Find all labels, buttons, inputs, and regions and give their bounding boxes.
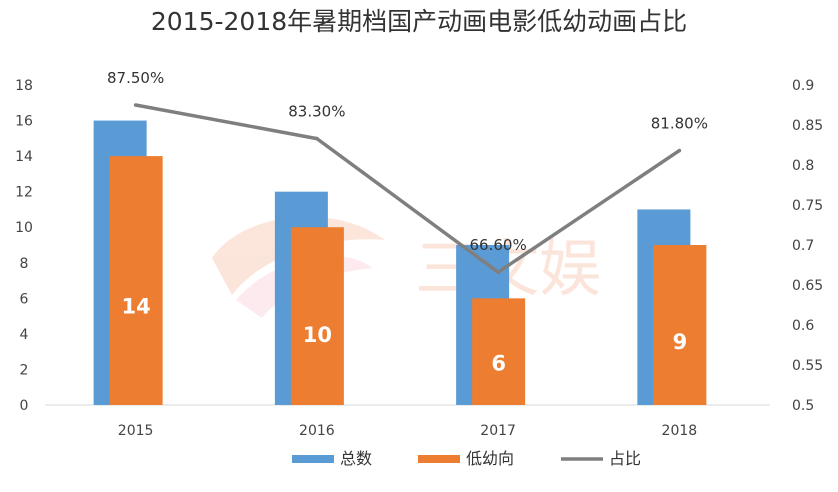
bar-preschool — [290, 227, 344, 405]
bar-value-label: 9 — [673, 330, 688, 354]
x-tick-label: 2015 — [118, 423, 154, 439]
left-tick-label: 18 — [15, 78, 33, 94]
right-tick-label: 0.85 — [792, 118, 823, 134]
ratio-point — [133, 103, 138, 107]
chart-title: 2015-2018年暑期档国产动画电影低幼动画占比 — [151, 7, 687, 36]
ratio-point — [315, 136, 319, 141]
ratio-value-label: 83.30% — [288, 103, 345, 121]
watermark-logo: 三文娱 — [212, 216, 601, 318]
bar-value-label: 6 — [491, 351, 506, 375]
left-tick-label: 10 — [15, 220, 33, 236]
bar-preschool — [109, 156, 163, 405]
left-tick-label: 6 — [20, 291, 29, 307]
left-tick-label: 4 — [20, 327, 29, 343]
x-tick-label: 2016 — [299, 423, 335, 439]
bar-value-label: 10 — [303, 323, 332, 347]
x-tick-label: 2017 — [480, 423, 516, 439]
right-tick-label: 0.75 — [792, 198, 823, 214]
ratio-point — [496, 270, 500, 275]
bars — [93, 120, 707, 406]
legend-swatch — [418, 455, 460, 463]
legend-label: 占比 — [609, 449, 641, 468]
right-tick-label: 0.5 — [792, 398, 814, 414]
left-tick-label: 16 — [15, 114, 33, 130]
left-tick-label: 0 — [20, 398, 29, 414]
right-tick-label: 0.65 — [792, 278, 823, 294]
ratio-value-labels: 87.50% 83.30% 66.60% 81.80% — [107, 69, 708, 254]
bar-value-label: 14 — [122, 294, 151, 318]
right-tick-label: 0.55 — [792, 358, 823, 374]
ratio-value-label: 81.80% — [651, 115, 708, 133]
ratio-value-label: 87.50% — [107, 69, 164, 87]
right-tick-label: 0.9 — [792, 78, 814, 94]
bar-value-labels: 14 10 6 9 — [122, 294, 688, 375]
bar-preschool — [653, 245, 707, 405]
legend-swatch — [292, 455, 334, 463]
ratio-line-series — [133, 103, 682, 275]
left-tick-label: 8 — [20, 256, 29, 272]
left-tick-label: 2 — [20, 362, 29, 378]
ratio-line — [135, 103, 681, 274]
x-tick-label: 2018 — [662, 423, 698, 439]
legend: 总数 低幼向 占比 — [292, 449, 641, 468]
right-tick-label: 0.8 — [792, 158, 814, 174]
ratio-value-label: 66.60% — [470, 236, 527, 254]
left-axis-ticks: 0 2 4 6 8 10 12 14 16 18 — [15, 78, 33, 414]
legend-label: 低幼向 — [466, 449, 514, 468]
left-tick-label: 14 — [15, 149, 33, 165]
right-tick-label: 0.6 — [792, 318, 814, 334]
x-axis-ticks: 2015 2016 2017 2018 — [118, 423, 697, 439]
legend-label: 总数 — [340, 449, 372, 468]
bar-preschool — [472, 298, 526, 405]
right-axis-ticks: 0.5 0.55 0.6 0.65 0.7 0.75 0.8 0.85 0.9 — [792, 78, 823, 414]
left-tick-label: 12 — [15, 185, 33, 201]
right-tick-label: 0.7 — [792, 238, 814, 254]
ratio-point — [677, 148, 682, 153]
